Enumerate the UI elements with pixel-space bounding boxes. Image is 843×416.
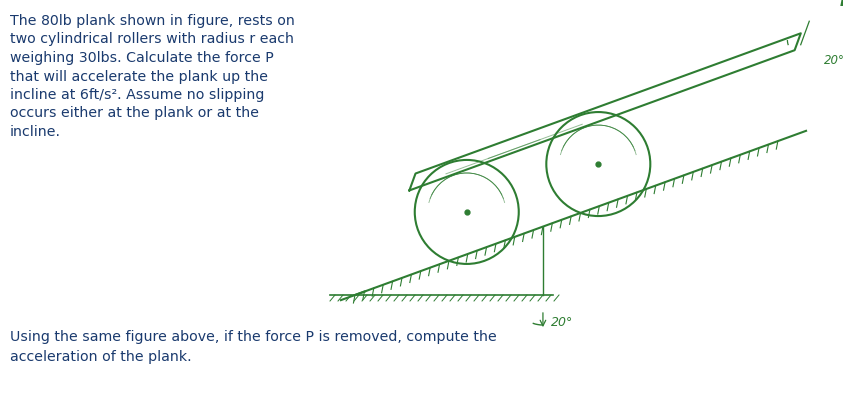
Text: 20°: 20°: [551, 317, 573, 329]
Text: two cylindrical rollers with radius r each: two cylindrical rollers with radius r ea…: [10, 32, 294, 47]
Text: weighing 30lbs. Calculate the force P: weighing 30lbs. Calculate the force P: [10, 51, 274, 65]
Text: 20°: 20°: [824, 54, 843, 67]
Text: incline at 6ft/s². Assume no slipping: incline at 6ft/s². Assume no slipping: [10, 88, 265, 102]
Text: The 80lb plank shown in figure, rests on: The 80lb plank shown in figure, rests on: [10, 14, 295, 28]
Text: occurs either at the plank or at the: occurs either at the plank or at the: [10, 106, 259, 121]
Text: incline.: incline.: [10, 125, 61, 139]
Text: P: P: [840, 0, 843, 9]
Text: that will accelerate the plank up the: that will accelerate the plank up the: [10, 69, 268, 84]
Text: acceleration of the plank.: acceleration of the plank.: [10, 350, 191, 364]
Text: Using the same figure above, if the force P is removed, compute the: Using the same figure above, if the forc…: [10, 330, 497, 344]
